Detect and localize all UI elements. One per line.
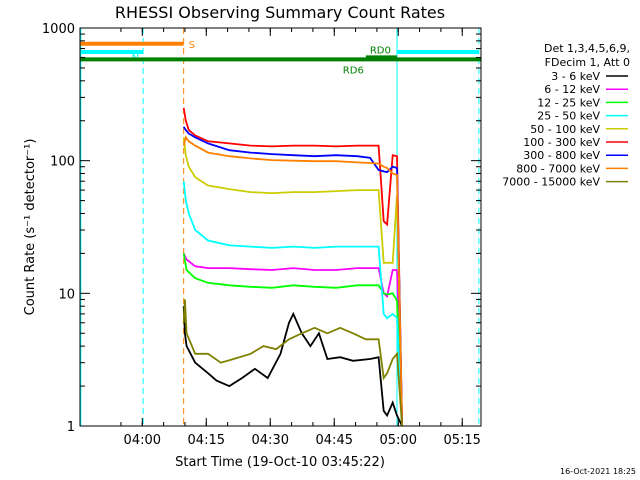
legend-entry-0: 3 - 6 keV (551, 70, 600, 83)
x-tick-label-4: 05:00 (380, 433, 417, 448)
y-axis-ticks: 1 10 100 1000 (42, 22, 481, 435)
chart-title: RHESSI Observing Summary Count Rates (115, 3, 445, 22)
y-tick-label-1: 10 (58, 287, 75, 302)
legend-entry-5: 100 - 300 keV (523, 136, 600, 149)
flag-bars: SNRD6RD0 (80, 40, 481, 76)
series-line-6 (182, 126, 403, 427)
legend-header-line-2: FDecim 1, Att 0 (545, 56, 630, 69)
series-line-2 (182, 253, 403, 427)
y-tick-label-2: 100 (50, 155, 75, 170)
series-line-4 (182, 137, 403, 427)
legend-header-line-1: Det 1,3,4,5,6,9, (544, 42, 630, 55)
legend-entry-6: 300 - 800 keV (523, 149, 600, 162)
x-tick-label-5: 05:15 (443, 433, 480, 448)
legend-entry-8: 7000 - 15000 keV (502, 176, 600, 189)
flag-label-RD0: RD0 (370, 45, 391, 56)
x-tick-label-0: 04:00 (124, 433, 161, 448)
legend-entry-3: 25 - 50 keV (537, 110, 600, 123)
series-line-7 (182, 135, 403, 427)
series-line-0 (182, 306, 403, 427)
series-line-5 (182, 107, 403, 427)
legend-entry-1: 6 - 12 keV (544, 83, 600, 96)
series-line-1 (182, 253, 403, 427)
legend-entry-4: 50 - 100 keV (530, 123, 600, 136)
y-axis-label: Count Rate (s⁻¹ detector⁻¹) (23, 139, 38, 316)
x-tick-label-3: 04:45 (316, 433, 353, 448)
series-line-8 (182, 299, 403, 427)
y-tick-label-3: 1000 (42, 22, 75, 37)
x-axis-label: Start Time (19-Oct-10 03:45:22) (175, 455, 385, 470)
legend: Det 1,3,4,5,6,9, FDecim 1, Att 0 3 - 6 k… (502, 42, 630, 189)
timestamp: 16-Oct-2021 18:25 (560, 467, 636, 476)
vertical-markers (80, 28, 480, 426)
plot-frame (79, 27, 482, 427)
legend-entry-7: 800 - 7000 keV (516, 162, 600, 175)
y-tick-label-0: 1 (67, 420, 75, 435)
series-line-3 (182, 181, 403, 427)
series-lines (182, 107, 403, 427)
flag-label-RD6: RD6 (343, 65, 364, 76)
x-tick-label-1: 04:15 (188, 433, 225, 448)
legend-entry-2: 12 - 25 keV (537, 96, 600, 109)
flag-label-S: S (189, 40, 195, 51)
x-tick-label-2: 04:30 (252, 433, 289, 448)
x-axis-ticks: 04:00 04:15 04:30 04:45 05:00 05:15 (120, 28, 481, 448)
